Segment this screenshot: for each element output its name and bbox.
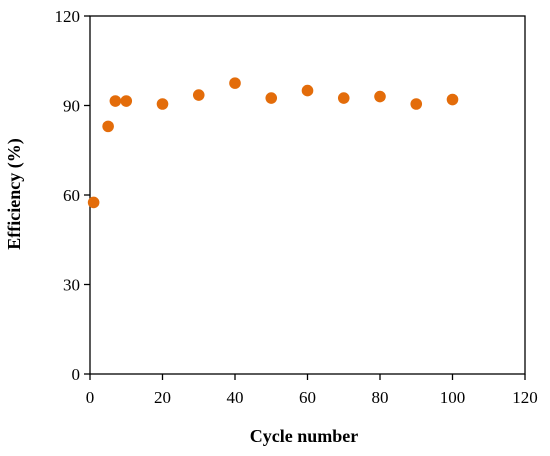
data-point [109,95,122,107]
x-tick-label: 60 [299,388,316,407]
x-tick-label: 0 [86,388,95,407]
y-tick-label: 90 [63,97,80,116]
x-tick-label: 80 [372,388,389,407]
data-point [337,92,350,104]
x-tick-label: 100 [440,388,466,407]
data-point [446,93,459,106]
data-point [156,98,169,110]
data-points [87,77,459,209]
y-tick-label: 0 [72,365,81,384]
x-tick-label: 20 [154,388,171,407]
x-axis-title: Cycle number [250,426,358,446]
data-point [265,92,278,104]
data-point [410,98,423,110]
plot-border [89,15,526,375]
y-tick-label: 30 [63,276,80,295]
x-tick-label: 120 [512,388,538,407]
data-point [301,84,314,97]
data-point [120,95,133,107]
plot-frame [89,15,526,375]
x-axis: 0 20 40 60 80 100 120 [86,374,538,407]
data-point [192,89,205,101]
x-tick-label: 40 [227,388,244,407]
data-point [102,120,114,133]
data-point [87,196,100,209]
y-axis: 0 30 60 90 120 [55,7,90,384]
y-tick-label: 60 [63,186,80,205]
data-point [229,77,241,89]
data-point [374,90,386,103]
y-tick-label: 120 [55,7,81,26]
y-axis-title: Efficiency (%) [4,138,25,249]
